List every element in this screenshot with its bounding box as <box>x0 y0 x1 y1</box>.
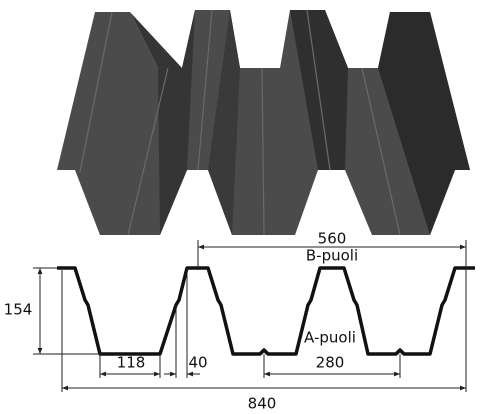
side-label: A-puoli <box>304 329 356 347</box>
dimension-lines <box>33 240 467 392</box>
dimension-label: 560 <box>318 230 347 248</box>
dimension-label: 280 <box>316 354 345 372</box>
dimension-label: 840 <box>248 395 277 413</box>
side-label: B-puoli <box>306 247 358 265</box>
dimension-label: 40 <box>188 354 207 372</box>
dimension-label: 118 <box>117 354 146 372</box>
dimension-label: 154 <box>4 301 33 319</box>
profile-line <box>57 266 475 356</box>
sheet-render <box>57 9 470 236</box>
